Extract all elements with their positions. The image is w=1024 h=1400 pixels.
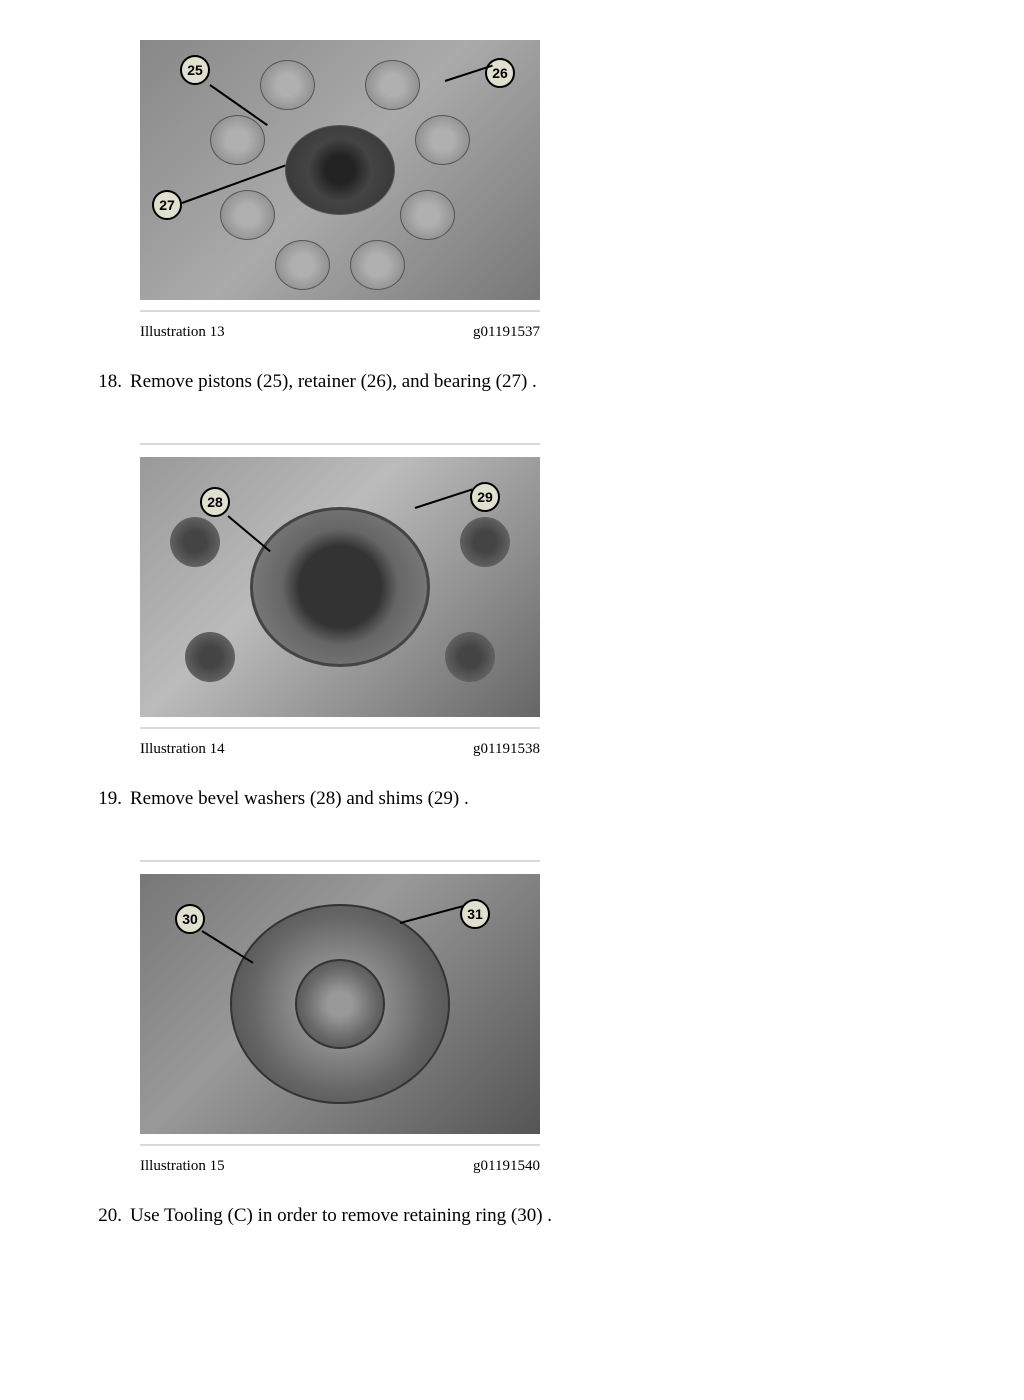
figure-divider-top: [140, 860, 540, 862]
callout-badge-28: 28: [200, 487, 230, 517]
callout-label: 29: [477, 489, 493, 505]
illustration-13-block: 25 26 27 Illustration 13 g01191537: [140, 40, 934, 341]
step-18: 18. Remove pistons (25), retainer (26), …: [90, 371, 934, 393]
step-number: 19.: [90, 788, 130, 810]
caption-row: Illustration 14 g01191538: [140, 741, 540, 758]
bore-hole: [445, 632, 495, 682]
spline-ring: [250, 507, 430, 667]
step-19: 19. Remove bevel washers (28) and shims …: [90, 788, 934, 810]
step-number: 20.: [90, 1205, 130, 1227]
callout-badge-31: 31: [460, 899, 490, 929]
callout-badge-25: 25: [180, 55, 210, 85]
bore-hole: [185, 632, 235, 682]
piston-shape: [220, 190, 275, 240]
step-text: Remove pistons (25), retainer (26), and …: [130, 371, 934, 393]
figure-divider: [140, 727, 540, 729]
illustration-14-block: 28 29 Illustration 14 g01191538: [140, 443, 934, 758]
caption-row: Illustration 15 g01191540: [140, 1158, 540, 1175]
illustration-code: g01191537: [473, 324, 540, 341]
figure-divider-top: [140, 443, 540, 445]
piston-shape: [210, 115, 265, 165]
piston-shape: [275, 240, 330, 290]
piston-shape: [365, 60, 420, 110]
callout-label: 26: [492, 65, 508, 81]
shaft-center: [295, 959, 385, 1049]
callout-arrow: [415, 489, 473, 509]
figure-divider: [140, 1144, 540, 1146]
callout-badge-29: 29: [470, 482, 500, 512]
piston-shape: [415, 115, 470, 165]
illustration-code: g01191538: [473, 741, 540, 758]
piston-shape: [400, 190, 455, 240]
step-text: Remove bevel washers (28) and shims (29)…: [130, 788, 934, 810]
illustration-13-image: 25 26 27: [140, 40, 540, 300]
callout-label: 31: [467, 906, 483, 922]
callout-label: 25: [187, 62, 203, 78]
bore-hole: [170, 517, 220, 567]
piston-shape: [350, 240, 405, 290]
callout-badge-30: 30: [175, 904, 205, 934]
illustration-14-image: 28 29: [140, 457, 540, 717]
step-text: Use Tooling (C) in order to remove retai…: [130, 1205, 934, 1227]
callout-arrow: [400, 905, 463, 924]
step-20: 20. Use Tooling (C) in order to remove r…: [90, 1205, 934, 1227]
illustration-label: Illustration 13: [140, 324, 225, 341]
caption-row: Illustration 13 g01191537: [140, 324, 540, 341]
callout-badge-26: 26: [485, 58, 515, 88]
illustration-label: Illustration 15: [140, 1158, 225, 1175]
step-number: 18.: [90, 371, 130, 393]
figure-divider: [140, 310, 540, 312]
illustration-label: Illustration 14: [140, 741, 225, 758]
illustration-code: g01191540: [473, 1158, 540, 1175]
piston-shape: [260, 60, 315, 110]
center-hub: [285, 125, 395, 215]
callout-badge-27: 27: [152, 190, 182, 220]
callout-label: 27: [159, 197, 175, 213]
illustration-15-block: 30 31 Illustration 15 g01191540: [140, 860, 934, 1175]
bore-hole: [460, 517, 510, 567]
illustration-15-image: 30 31: [140, 874, 540, 1134]
callout-label: 30: [182, 911, 198, 927]
callout-arrow: [227, 515, 270, 552]
callout-arrow: [201, 930, 253, 963]
callout-label: 28: [207, 494, 223, 510]
